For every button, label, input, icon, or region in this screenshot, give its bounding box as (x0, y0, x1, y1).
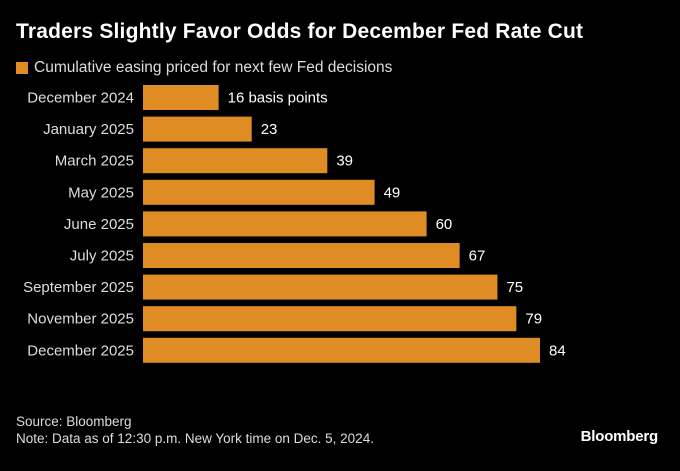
value-label: 39 (336, 153, 353, 170)
chart-title: Traders Slightly Favor Odds for December… (16, 20, 584, 43)
legend-label: Cumulative easing priced for next few Fe… (34, 59, 393, 76)
bar (143, 148, 328, 174)
category-label: September 2025 (23, 279, 134, 296)
legend-swatch (16, 62, 28, 74)
value-label: 79 (525, 311, 542, 328)
category-label: November 2025 (27, 311, 134, 328)
category-label: July 2025 (70, 248, 134, 265)
value-label: 67 (469, 248, 486, 265)
value-label: 84 (549, 342, 566, 359)
bar (143, 179, 375, 205)
bar (143, 306, 517, 332)
category-label: June 2025 (64, 216, 134, 233)
bar (143, 337, 540, 363)
value-label: 16 basis points (228, 90, 328, 107)
value-label: 75 (506, 279, 523, 296)
category-label: March 2025 (55, 153, 134, 170)
source-note: Source: Bloomberg (16, 414, 132, 429)
bar (143, 274, 498, 300)
bar (143, 243, 460, 268)
category-label: January 2025 (43, 121, 134, 138)
category-label: December 2024 (27, 90, 134, 107)
value-label: 23 (261, 121, 278, 138)
bloomberg-logo: Bloomberg (580, 428, 659, 445)
bar (143, 211, 427, 237)
data-note: Note: Data as of 12:30 p.m. New York tim… (16, 431, 374, 446)
category-label: May 2025 (68, 184, 134, 201)
legend: Cumulative easing priced for next few Fe… (16, 59, 392, 77)
bar (143, 116, 252, 142)
value-label: 49 (384, 184, 401, 201)
value-label: 60 (436, 216, 453, 233)
bar (143, 85, 219, 110)
category-label: December 2025 (27, 342, 134, 359)
